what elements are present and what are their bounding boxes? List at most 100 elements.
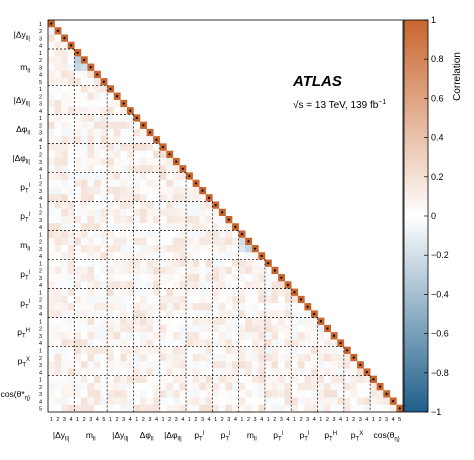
heatmap-cell	[94, 346, 101, 355]
heatmap-cell	[186, 245, 193, 253]
heatmap-cell	[179, 274, 187, 282]
heatmap-cell	[225, 266, 233, 275]
colorbar-tick-label: −0.2	[431, 250, 449, 260]
x-bin-tick: 2	[83, 417, 86, 423]
heatmap-cell	[192, 303, 200, 311]
heatmap-cell	[278, 288, 285, 297]
y-bin-tick: 2	[39, 211, 42, 217]
heatmap-cell	[67, 332, 75, 340]
heatmap-cell	[159, 150, 167, 159]
heatmap-cell	[54, 78, 62, 86]
x-bin-tick: 3	[385, 417, 388, 423]
heatmap-cell	[186, 346, 193, 355]
heatmap-cells	[48, 20, 404, 413]
heatmap-cell	[100, 157, 108, 166]
heatmap-cell	[232, 245, 239, 253]
heatmap-cell	[94, 172, 101, 180]
diagonal-marker	[181, 167, 184, 170]
y-group-label: pT​H​	[17, 327, 30, 340]
heatmap-cell	[120, 245, 128, 253]
heatmap-cell	[146, 346, 154, 355]
heatmap-cell	[212, 361, 220, 369]
heatmap-cell	[100, 310, 108, 318]
heatmap-cell	[264, 368, 272, 376]
heatmap-cell	[186, 404, 193, 413]
diagonal-marker	[201, 189, 204, 192]
heatmap-cell	[245, 266, 253, 275]
heatmap-cell	[48, 63, 55, 72]
svg-text:√s = 13 TeV, 139 fb−1: √s = 13 TeV, 139 fb−1	[293, 99, 386, 111]
heatmap-cell	[310, 339, 318, 347]
y-axis-labels: |Δyll|​mll​|Δyll|​Δφll​|Δφll|​pT​l​pT​l​…	[1, 30, 31, 402]
heatmap-cell	[140, 288, 147, 297]
heatmap-cell	[291, 346, 299, 355]
heatmap-cell	[133, 157, 141, 166]
diagonal-marker	[135, 116, 138, 120]
heatmap-cell	[146, 223, 154, 231]
heatmap-cell	[179, 288, 187, 297]
heatmap-cell	[74, 353, 82, 362]
heatmap-cell	[94, 107, 101, 115]
heatmap-cell	[133, 288, 141, 297]
heatmap-cell	[54, 404, 62, 413]
heatmap-cell	[120, 390, 128, 398]
heatmap-cell	[48, 245, 55, 253]
heatmap-cell	[113, 346, 121, 355]
heatmap-cell	[107, 310, 115, 318]
heatmap-cell	[205, 245, 213, 253]
heatmap-cell	[87, 70, 95, 79]
heatmap-cell	[61, 143, 69, 151]
heatmap-cell	[100, 92, 108, 101]
heatmap-cell	[232, 310, 239, 318]
heatmap-cell	[140, 295, 147, 304]
heatmap-cell	[350, 375, 358, 384]
heatmap-cell	[48, 237, 55, 246]
heatmap-cell	[80, 157, 88, 166]
heatmap-cell	[74, 186, 82, 195]
heatmap-cell	[317, 361, 325, 369]
diagonal-marker	[306, 305, 309, 308]
heatmap-cell	[120, 274, 128, 282]
heatmap-cell	[48, 223, 55, 231]
heatmap-cell	[212, 208, 220, 217]
heatmap-cell	[271, 317, 279, 326]
heatmap-cell	[205, 230, 213, 239]
heatmap-cell	[120, 172, 128, 180]
heatmap-cell	[271, 288, 279, 297]
heatmap-cell	[278, 346, 285, 355]
heatmap-cell	[232, 339, 239, 347]
heatmap-cell	[251, 310, 259, 318]
heatmap-cell	[271, 303, 279, 311]
diagonal-marker	[280, 276, 283, 279]
heatmap-cell	[212, 259, 220, 268]
heatmap-cell	[74, 303, 82, 311]
heatmap-cell	[133, 150, 141, 159]
heatmap-cell	[212, 281, 220, 289]
heatmap-cell	[48, 346, 55, 355]
heatmap-cell	[67, 274, 75, 282]
heatmap-cell	[205, 361, 213, 369]
heatmap-cell	[54, 230, 62, 239]
heatmap-cell	[61, 266, 69, 275]
heatmap-cell	[179, 201, 187, 210]
heatmap-cell	[48, 368, 55, 376]
y-bin-tick: 3	[39, 392, 42, 398]
y-bin-tick: 4	[39, 254, 42, 260]
colorbar-tick-label: −0.4	[431, 289, 449, 299]
heatmap-cell	[192, 295, 200, 304]
heatmap-cell	[146, 208, 154, 217]
heatmap-cell	[61, 150, 69, 159]
heatmap-cell	[54, 382, 62, 391]
heatmap-cell	[54, 208, 62, 217]
heatmap-cell	[126, 310, 134, 318]
heatmap-cell	[153, 390, 161, 398]
heatmap-cell	[67, 230, 75, 239]
heatmap-cell	[61, 390, 69, 398]
heatmap-cell	[218, 353, 226, 362]
heatmap-cell	[133, 324, 141, 333]
y-bin-tick: 4	[39, 225, 42, 231]
heatmap-cell	[186, 281, 193, 289]
heatmap-cell	[120, 361, 128, 369]
y-bin-tick: 2	[39, 269, 42, 275]
heatmap-cell	[107, 150, 115, 159]
